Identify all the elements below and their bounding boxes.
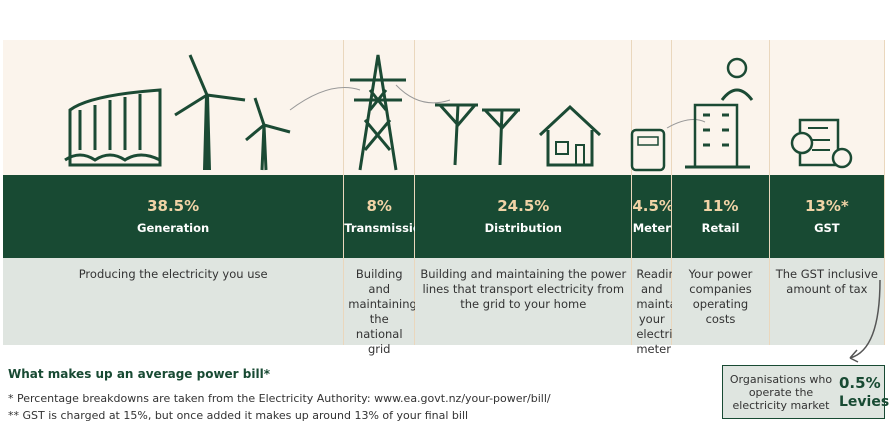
category-label: Transmission — [344, 221, 429, 235]
levies-value-label: 0.5% — [839, 374, 881, 392]
segment-description: Reading and maintaining your electricity… — [632, 258, 705, 356]
category-label: GST — [814, 221, 840, 235]
segment-illustration — [769, 40, 885, 175]
segment-illustration — [415, 40, 633, 175]
segment: 38.5% Generation — [3, 175, 345, 258]
footnote: * Percentage breakdowns are taken from t… — [8, 392, 551, 405]
levies-name: Levies — [839, 394, 890, 410]
segment-description: Producing the electricity you use — [3, 258, 345, 345]
levies-description: Organisations who operate the electricit… — [729, 373, 833, 412]
value-label: 38.5% — [147, 197, 200, 215]
segment-illustration — [672, 40, 770, 175]
segment: 4.5% Meter — [632, 175, 674, 258]
chart-title: What makes up an average power bill* — [8, 367, 270, 381]
value-label: 24.5% — [497, 197, 550, 215]
value-label: 4.5% — [632, 197, 674, 215]
segment-description: Your power companies operating costs — [672, 258, 770, 345]
category-label: Generation — [137, 221, 210, 235]
segment: 8% Transmission — [344, 175, 429, 258]
footnote: ** GST is charged at 15%, but once added… — [8, 409, 469, 422]
category-label: Retail — [701, 221, 740, 235]
category-label: Meter — [632, 221, 671, 235]
segment-illustration — [3, 40, 345, 175]
segment: 11% Retail — [672, 175, 770, 258]
segment-illustration — [632, 40, 673, 175]
category-label: Distribution — [484, 221, 562, 235]
segment: 24.5% Distribution — [415, 175, 633, 258]
levies-box: Organisations who operate the electricit… — [722, 365, 889, 419]
segment-description: Building and maintaining the power lines… — [415, 258, 633, 345]
value-label: 13%* — [804, 197, 849, 215]
segment-description: Building and maintaining the national gr… — [344, 258, 417, 356]
value-label: 11% — [702, 197, 739, 215]
segment: 13%* GST — [769, 175, 885, 258]
value-label: 8% — [366, 197, 392, 215]
segment-description: The GST inclusive amount of tax — [769, 258, 885, 345]
